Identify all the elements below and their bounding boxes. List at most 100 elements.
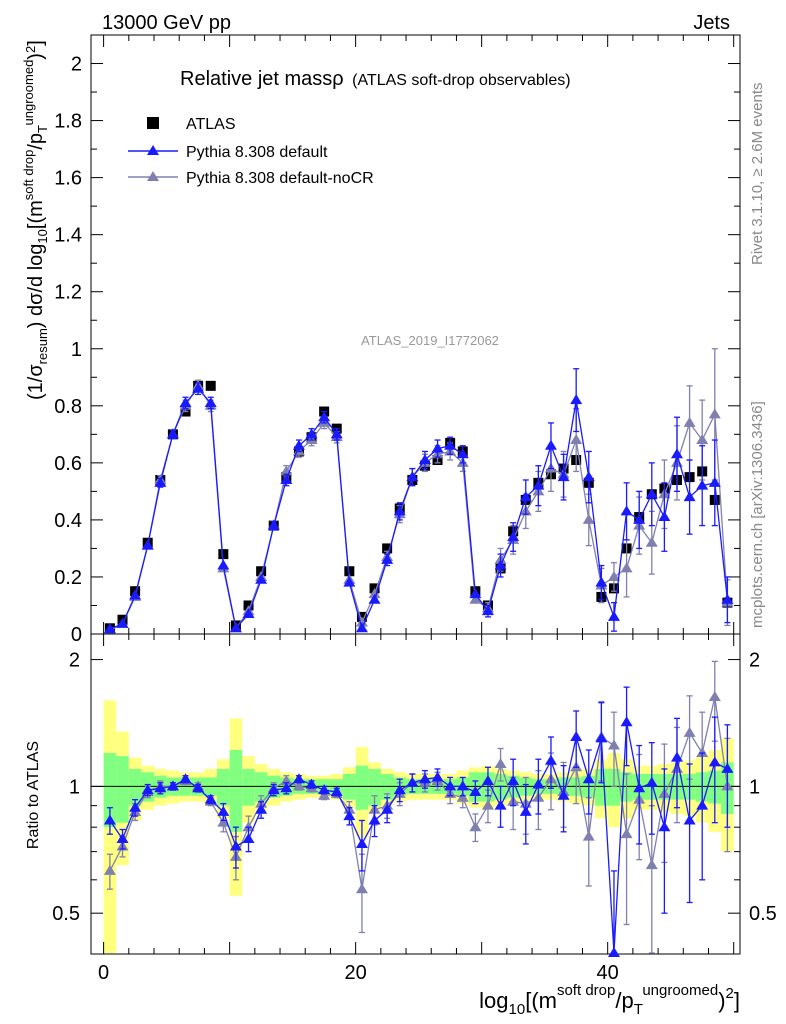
- mc2-point: [645, 536, 658, 547]
- mc1-point: [154, 476, 167, 487]
- mc1-point: [255, 573, 268, 584]
- mc1-ratio-point: [318, 784, 331, 795]
- mc2-ratio-point: [582, 830, 595, 841]
- mc1-point: [696, 479, 709, 490]
- mc2-point: [570, 434, 583, 445]
- mc1-point: [532, 479, 545, 490]
- mc1-point: [469, 588, 482, 599]
- mc1-ratio-point: [481, 774, 494, 785]
- mc2-ratio-point: [217, 816, 230, 827]
- mc1-point: [368, 593, 381, 604]
- mc2-ratio-point: [620, 828, 633, 839]
- x-tick-labels: 0 20 40: [98, 962, 619, 984]
- mc1-ratio-point: [507, 774, 520, 785]
- mc1-line: [109, 387, 729, 631]
- mc2-ratio-point: [456, 791, 469, 802]
- main-y-tick-label: 1.6: [54, 168, 82, 190]
- main-data-marks: [103, 348, 734, 635]
- mc1-point: [544, 439, 557, 450]
- main-panel: 0 0.2 0.4 0.6 0.8 1 1.2 1.4 1.6 1.8 2 ATLAS_2019_I…: [54, 34, 741, 646]
- ratio-y-tick-label-right: 0.5: [749, 903, 777, 925]
- mc1-ratio-point: [406, 776, 419, 787]
- mc1-point: [595, 576, 608, 587]
- band-inner: [254, 772, 268, 802]
- mc1-ratio-point: [708, 756, 721, 767]
- mc1-ratio-point: [179, 773, 192, 784]
- mc1-point: [633, 513, 646, 524]
- mc1-ratio-point: [431, 771, 444, 782]
- mc1-ratio-point: [633, 782, 646, 793]
- main-y-tick-label: 1.2: [54, 282, 82, 304]
- mc1-ratio-point: [607, 947, 620, 957]
- mc1-ratio-point: [292, 773, 305, 784]
- mc1-point: [103, 623, 116, 634]
- band-inner: [217, 768, 230, 806]
- ratio-panel-frame: [90, 633, 741, 955]
- mc1-point: [393, 505, 406, 516]
- legend-atlas-marker: [147, 117, 159, 129]
- ratio-y-tick-label: 1: [69, 776, 80, 798]
- main-y-tick-label: 1.8: [54, 111, 82, 133]
- band-inner: [355, 765, 369, 810]
- main-y-tick-label: 0.2: [54, 567, 82, 589]
- mc1-ratio-point: [330, 785, 343, 796]
- mc1-ratio-point: [154, 782, 167, 793]
- mc1-point: [141, 539, 154, 550]
- ratio-data-marks: [103, 660, 734, 957]
- x-axis-label: log10[(msoft drop/pTungroomed)2]: [479, 982, 740, 1018]
- mc1-ratio-point: [444, 780, 457, 791]
- mc1-point: [519, 491, 532, 502]
- header-process-label: Jets: [693, 12, 730, 34]
- mc1-point: [280, 473, 293, 484]
- mc2-ratio-point: [494, 758, 507, 769]
- mc1-ratio-point: [217, 805, 230, 816]
- mc1-point: [192, 382, 205, 393]
- main-y-axis-label: (1/σresum) dσ/d log10[(msoft drop/pTungr…: [21, 40, 50, 400]
- mc1-ratio-point: [103, 814, 116, 825]
- mc2-ratio-point: [469, 821, 482, 832]
- mc1-ratio-point: [544, 754, 557, 765]
- mc1-ratio-point: [519, 805, 532, 816]
- main-y-tick-labels: 0 0.2 0.4 0.6 0.8 1 1.2 1.4 1.6 1.8 2: [54, 54, 82, 646]
- mc2-ratio-point: [645, 859, 658, 870]
- plot-title: Relative jet massρ (ATLAS soft-drop obse…: [180, 68, 571, 90]
- mc1-ratio-point: [381, 803, 394, 814]
- legend-atlas-label: ATLAS: [186, 116, 236, 133]
- mc1-ratio-point: [116, 833, 129, 844]
- mc1-ratio-point: [280, 782, 293, 793]
- mc2-point: [355, 616, 368, 627]
- mc1-ratio-point: [343, 810, 356, 821]
- mc2-point: [582, 513, 595, 524]
- mc1-point: [444, 439, 457, 450]
- x-tick-label: 40: [597, 962, 619, 984]
- mc1-point: [708, 476, 721, 487]
- legend-mc2-label: Pythia 8.308 default-noCR: [186, 170, 374, 187]
- ratio-y-tick-label: 2: [69, 650, 80, 672]
- mc1-point: [418, 454, 431, 465]
- atlas-point: [344, 566, 355, 577]
- mc1-point: [292, 439, 305, 450]
- main-y-tick-label: 1.4: [54, 225, 82, 247]
- mc1-ratio-point: [658, 821, 671, 832]
- mc1-ratio-point: [620, 716, 633, 727]
- mc1-point: [116, 617, 129, 628]
- mc1-point: [431, 442, 444, 453]
- legend-mc1-label: Pythia 8.308 default: [186, 144, 328, 161]
- main-y-tick-label: 0.4: [54, 510, 82, 532]
- mc1-ratio-point: [305, 778, 318, 789]
- mc2-ratio-point: [242, 821, 255, 832]
- atlas-point: [382, 543, 393, 554]
- main-panel-frame: [90, 34, 741, 635]
- mc2-ratio-point: [103, 864, 116, 875]
- mc2-point: [696, 434, 709, 445]
- mc1-point: [481, 605, 494, 616]
- mc1-ratio-point: [141, 784, 154, 795]
- mc1-point: [721, 593, 734, 604]
- mc1-ratio-point: [582, 773, 595, 784]
- atlas-point: [205, 380, 216, 391]
- ratio-y-tick-label-right: 1: [749, 776, 760, 798]
- legend-mc2-marker: [147, 171, 159, 181]
- mc1-ratio-point: [494, 799, 507, 810]
- mc1-ratio-point: [532, 778, 545, 789]
- mc1-point: [381, 553, 394, 564]
